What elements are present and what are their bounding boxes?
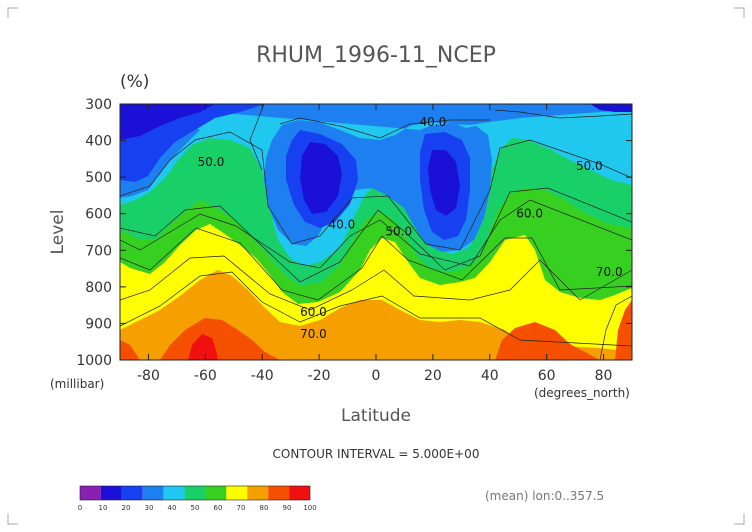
y-tick-label: 1000 — [76, 353, 112, 369]
x-tick-label: 20 — [424, 368, 442, 384]
x-tick-label: 40 — [481, 368, 499, 384]
colorbar-swatch — [184, 486, 206, 500]
contour-label: 50.0 — [385, 225, 412, 239]
x-tick-label: 0 — [372, 368, 381, 384]
contour-label: 50.0 — [576, 159, 603, 173]
y-tick-label: 600 — [85, 207, 112, 223]
corner-marks — [7, 7, 745, 525]
contour-label: 60.0 — [300, 305, 327, 319]
colorbar-swatch — [268, 486, 290, 500]
colorbar-label: 100 — [303, 504, 316, 512]
y-axis-title: Level — [48, 210, 68, 255]
x-tick-label: -60 — [194, 368, 217, 384]
colorbar-label: 50 — [191, 504, 200, 512]
units-label: (%) — [120, 72, 149, 92]
colorbar-swatch — [205, 486, 227, 500]
band-30-40 — [120, 104, 632, 252]
mean-footnote: (mean) lon:0..357.5 — [485, 489, 604, 503]
y-tick-label: 300 — [85, 97, 112, 113]
x-axis-title: Latitude — [341, 406, 411, 426]
band-40-50 — [120, 104, 632, 266]
colorbar-swatch — [100, 486, 122, 500]
x-tick-label: -80 — [137, 368, 160, 384]
contour-label: 40.0 — [329, 217, 356, 231]
colorbar-swatch — [289, 486, 310, 500]
band-90-100 — [188, 334, 218, 360]
y-axis: 300 400 500 600 700 800 900 1000 — [76, 97, 632, 369]
colorbar-swatch — [247, 486, 269, 500]
colorbar: 0 10 20 30 40 50 60 70 80 90 100 — [78, 485, 317, 512]
contour-label: 70.0 — [300, 327, 327, 341]
colorbar-swatch — [226, 486, 248, 500]
y-units-label: (millibar) — [50, 377, 104, 391]
x-tick-label: -20 — [308, 368, 331, 384]
x-tick-label: -40 — [251, 368, 274, 384]
colorbar-swatch — [142, 486, 164, 500]
colorbar-label: 30 — [145, 504, 154, 512]
colorbar-label: 40 — [168, 504, 177, 512]
y-tick-label: 400 — [85, 134, 112, 150]
y-tick-label: 800 — [85, 280, 112, 296]
band-20-30 — [120, 104, 470, 240]
y-tick-label: 900 — [85, 316, 112, 332]
contour-label: 50.0 — [198, 155, 225, 169]
contour-labels: 40.0 50.0 50.0 40.0 50.0 60.0 70.0 60.0 70.0 — [198, 115, 623, 341]
colorbar-label: 0 — [78, 504, 82, 512]
band-10-20 — [120, 104, 632, 216]
y-tick-label: 700 — [85, 243, 112, 259]
colorbar-label: 80 — [260, 504, 269, 512]
x-tick-label: 80 — [595, 368, 613, 384]
contour-lines — [120, 104, 632, 360]
colorbar-label: 90 — [283, 504, 292, 512]
chart-title: RHUM_1996-11_NCEP — [256, 43, 496, 68]
colorbar-label: 20 — [122, 504, 131, 512]
colorbar-label: 70 — [237, 504, 246, 512]
band-80-90 — [120, 300, 632, 360]
colorbar-swatch — [163, 486, 185, 500]
colorbar-swatch — [80, 486, 101, 500]
plot-area — [120, 104, 632, 360]
contour-label: 70.0 — [596, 265, 623, 279]
contour-label: 60.0 — [516, 206, 543, 220]
x-tick-label: 60 — [538, 368, 556, 384]
colorbar-label: 60 — [214, 504, 223, 512]
band-50-60 — [120, 104, 632, 286]
colorbar-frame — [79, 485, 311, 501]
contour-interval-note: CONTOUR INTERVAL = 5.000E+00 — [273, 447, 480, 461]
y-tick-label: 500 — [85, 170, 112, 186]
colorbar-label: 10 — [99, 504, 108, 512]
x-axis: -80 -60 -40 -20 0 20 40 60 80 — [137, 104, 612, 384]
contour-label: 40.0 — [420, 115, 447, 129]
colorbar-swatch — [121, 486, 143, 500]
x-units-label: (degrees_north) — [534, 386, 630, 400]
